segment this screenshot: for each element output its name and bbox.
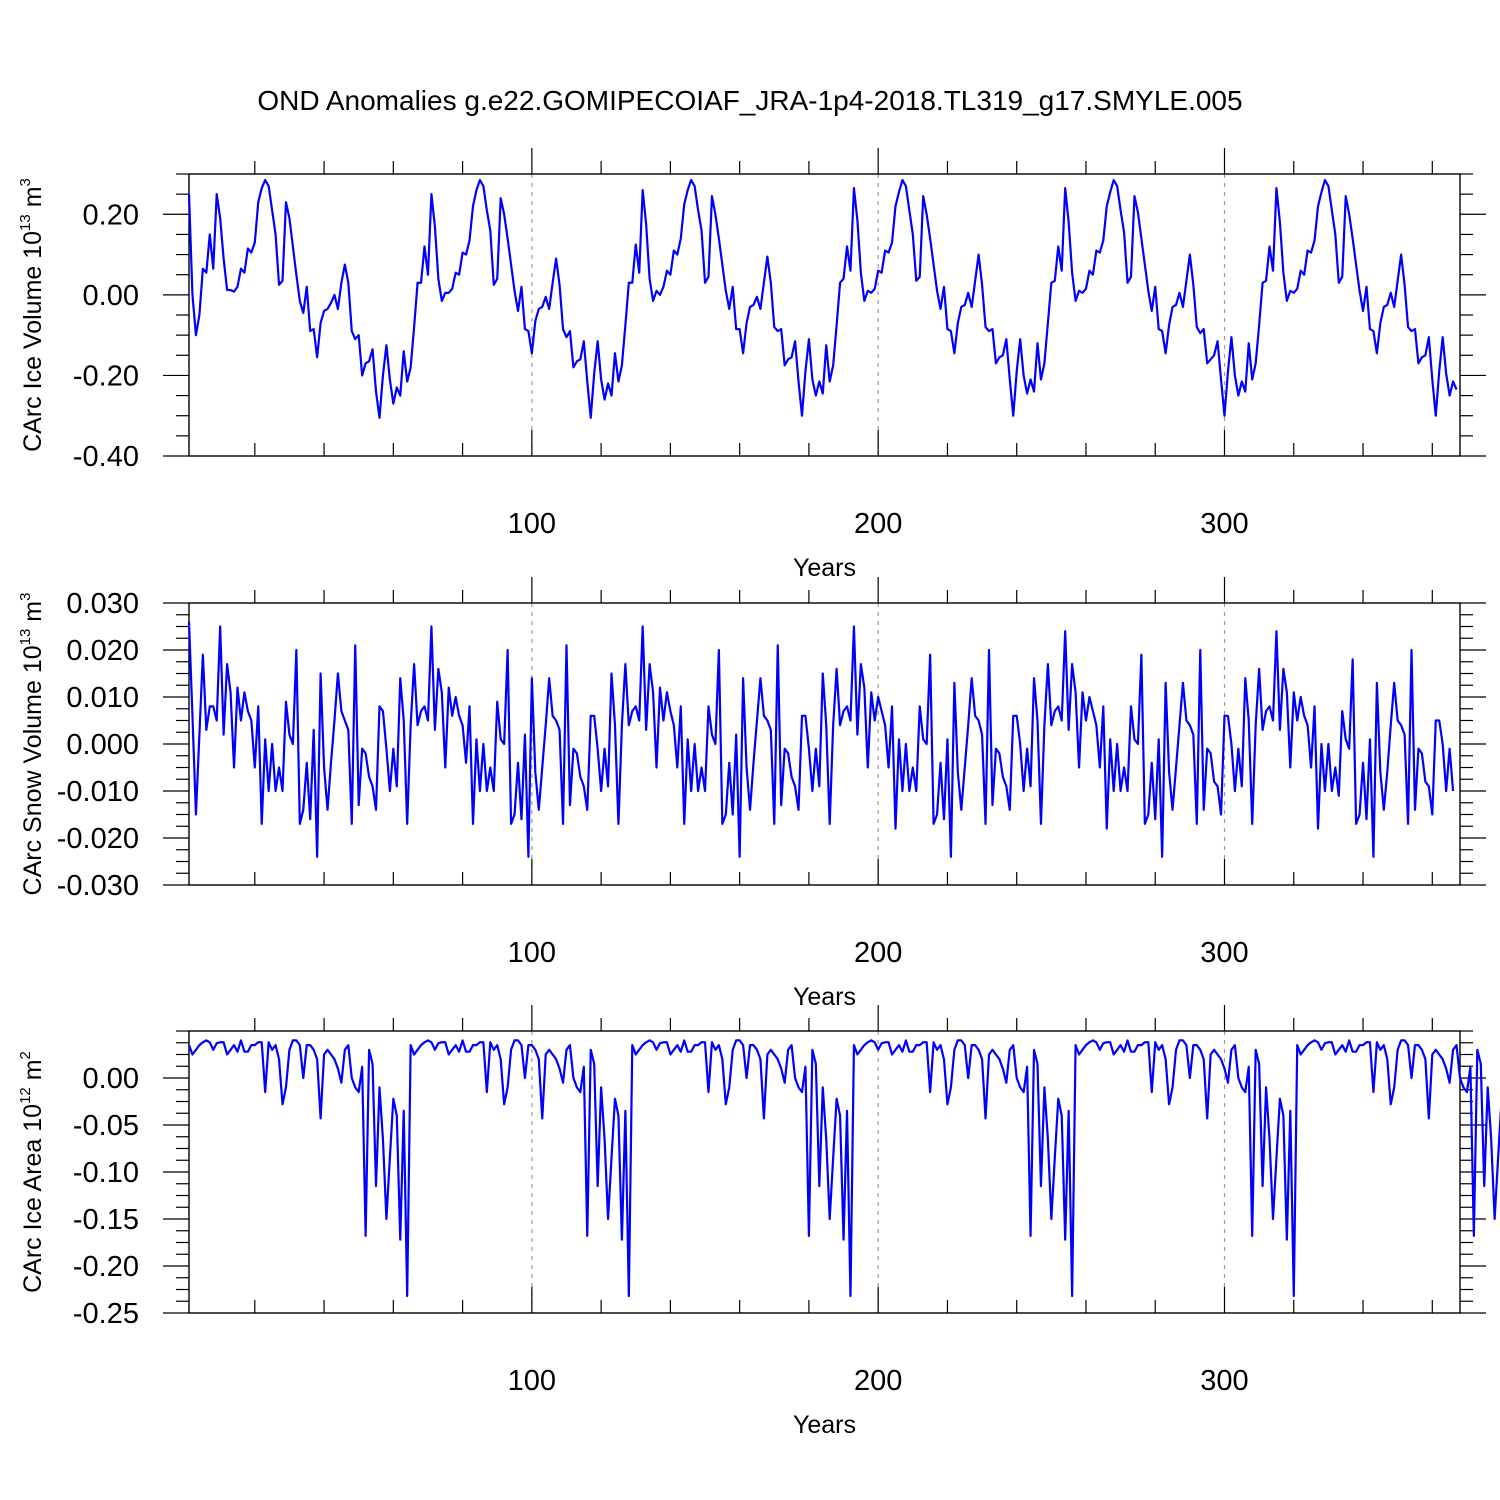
series-line-ice-area <box>187 1039 1500 1298</box>
panels: -0.40 -0.20 0.00 0.20 100 200 300 Years CArc Ice… <box>17 148 1500 1439</box>
y-tick-label: -0.020 <box>57 823 139 855</box>
chart-title: OND Anomalies g.e22.GOMIPECOIAF_JRA-1p4-… <box>257 85 1242 116</box>
y-tick-label: 0.00 <box>83 280 139 312</box>
x-axis-label: Years <box>793 554 856 582</box>
x-tick-label: 100 <box>508 937 556 969</box>
y-tick-label: -0.010 <box>57 776 139 808</box>
x-tick-label: 100 <box>508 508 556 540</box>
y-tick-label: -0.05 <box>73 1110 139 1142</box>
x-tick-label: 300 <box>1200 1365 1248 1397</box>
y-tick-label: -0.20 <box>73 1251 139 1283</box>
x-axis-label: Years <box>793 1411 856 1439</box>
x-axis-label: Years <box>793 983 856 1011</box>
x-tick-label: 200 <box>854 937 902 969</box>
y-axis-label: CArc Snow Volume 1013 m3 <box>17 593 47 896</box>
y-tick-label: 0.010 <box>66 682 139 714</box>
y-tick-label: -0.40 <box>73 441 139 473</box>
y-axis-label: CArc Ice Area 1012 m2 <box>17 1051 47 1293</box>
series-line-snow-volume <box>187 621 1455 858</box>
y-axis-label: CArc Ice Volume 1013 m3 <box>17 178 47 452</box>
x-tick-label: 100 <box>508 1365 556 1397</box>
x-tick-label: 200 <box>854 1365 902 1397</box>
plot-frame <box>188 602 1461 886</box>
panel-ice-area: -0.25 -0.20 -0.15 -0.10 -0.05 0.00 100 200 300 Ye… <box>17 1005 1500 1439</box>
plot-frame <box>188 1030 1461 1314</box>
series-line-ice-volume <box>187 178 1458 419</box>
y-tick-label: 0.020 <box>66 635 139 667</box>
y-tick-label: 0.00 <box>83 1063 139 1095</box>
y-tick-label: 0.000 <box>66 729 139 761</box>
panel-ice-volume: -0.40 -0.20 0.00 0.20 100 200 300 Years CArc Ice… <box>17 148 1486 582</box>
y-tick-label: -0.030 <box>57 870 139 902</box>
y-tick-label: 0.030 <box>66 588 139 620</box>
panel-snow-volume: -0.030 -0.020 -0.010 0.000 0.010 0.020 0.030 10… <box>17 577 1486 1011</box>
y-tick-label: -0.15 <box>73 1204 139 1236</box>
x-tick-label: 200 <box>854 508 902 540</box>
x-tick-label: 300 <box>1200 937 1248 969</box>
y-tick-label: 0.20 <box>83 199 139 231</box>
y-tick-label: -0.25 <box>73 1298 139 1330</box>
y-tick-label: -0.10 <box>73 1157 139 1189</box>
x-tick-label: 300 <box>1200 508 1248 540</box>
y-tick-label: -0.20 <box>73 360 139 392</box>
